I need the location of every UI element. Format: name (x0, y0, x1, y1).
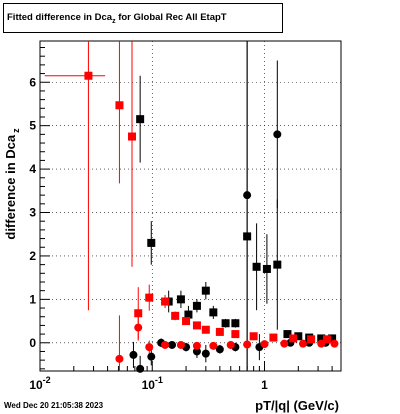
y-axis-label-main: difference in Dca (3, 134, 18, 240)
data-point (176, 295, 185, 304)
plot-frame (39, 40, 342, 372)
data-point (317, 334, 326, 343)
data-point (147, 352, 156, 361)
y-tick-label: 4 (29, 162, 36, 176)
data-point (136, 364, 145, 373)
data-point (243, 340, 252, 349)
x-tick-label: 10-1 (142, 375, 163, 392)
y-tick-label: 6 (29, 75, 36, 89)
x-tick-label: 10-2 (29, 375, 50, 392)
y-tick-label: 1 (29, 292, 36, 306)
svg-text:difference in Dcaz: difference in Dcaz (3, 128, 21, 240)
data-marks (44, 41, 339, 373)
chart-title: Fitted difference in Dcaz for Global Rec… (3, 3, 283, 33)
data-point (322, 335, 331, 344)
data-point (231, 330, 240, 339)
data-point (252, 262, 261, 271)
data-point (134, 309, 143, 318)
data-point (226, 340, 235, 349)
data-point (330, 339, 339, 348)
data-point (221, 319, 230, 328)
x-axis-label: pT/|q| (GeV/c) (255, 398, 339, 413)
data-point (262, 264, 271, 273)
data-point (317, 339, 326, 348)
data-point (201, 325, 210, 334)
data-point (209, 308, 218, 317)
data-point (136, 115, 145, 124)
series-group (115, 314, 339, 371)
series-group (44, 41, 331, 344)
data-point (249, 332, 258, 341)
data-point (289, 334, 298, 343)
y-tick-label: 3 (29, 206, 36, 220)
data-point (147, 238, 156, 247)
data-point (243, 191, 252, 200)
data-point (145, 293, 154, 302)
data-point (192, 321, 201, 330)
data-point (201, 349, 210, 358)
data-point (209, 341, 218, 350)
axis-ticks (39, 47, 333, 371)
data-point (269, 333, 278, 342)
data-point (280, 339, 289, 348)
y-tick-label: 0 (29, 336, 36, 350)
tick-labels: 0 1 2 3 4 5 6 10-2 10-1 1 (29, 75, 268, 392)
data-point (273, 260, 282, 269)
data-point (115, 101, 124, 110)
data-point (128, 132, 137, 141)
data-point (184, 310, 193, 319)
data-point (192, 301, 201, 310)
title-sub: z (112, 17, 116, 25)
data-point (115, 354, 124, 363)
data-point (192, 347, 201, 356)
data-point (260, 340, 269, 349)
data-point (201, 286, 210, 295)
y-axis-label-sub: z (11, 128, 21, 133)
data-point (182, 317, 191, 326)
data-point (298, 339, 307, 348)
data-point (215, 327, 224, 336)
title-main: Fitted difference in Dca (7, 12, 113, 23)
data-point (307, 335, 316, 344)
data-point (145, 343, 154, 352)
data-point (168, 340, 177, 349)
y-tick-label: 2 (29, 249, 36, 263)
y-tick-label: 5 (29, 119, 36, 133)
data-point (161, 340, 170, 349)
data-point (192, 341, 201, 350)
y-axis-label: difference in Dcaz (3, 128, 21, 240)
data-point (283, 330, 292, 339)
data-point (294, 332, 303, 341)
data-point (328, 334, 337, 343)
x-tick-label: 1 (261, 378, 268, 392)
data-point (171, 311, 180, 320)
data-point (161, 297, 170, 306)
data-point (84, 71, 93, 80)
data-point (176, 340, 185, 349)
title-rest: for Global Rec All EtapT (115, 12, 227, 23)
data-point (215, 345, 224, 354)
timestamp: Wed Dec 20 21:05:38 2023 (4, 401, 104, 410)
data-point (129, 350, 138, 359)
data-point (134, 323, 143, 332)
data-point (273, 130, 282, 139)
data-point (231, 319, 240, 328)
